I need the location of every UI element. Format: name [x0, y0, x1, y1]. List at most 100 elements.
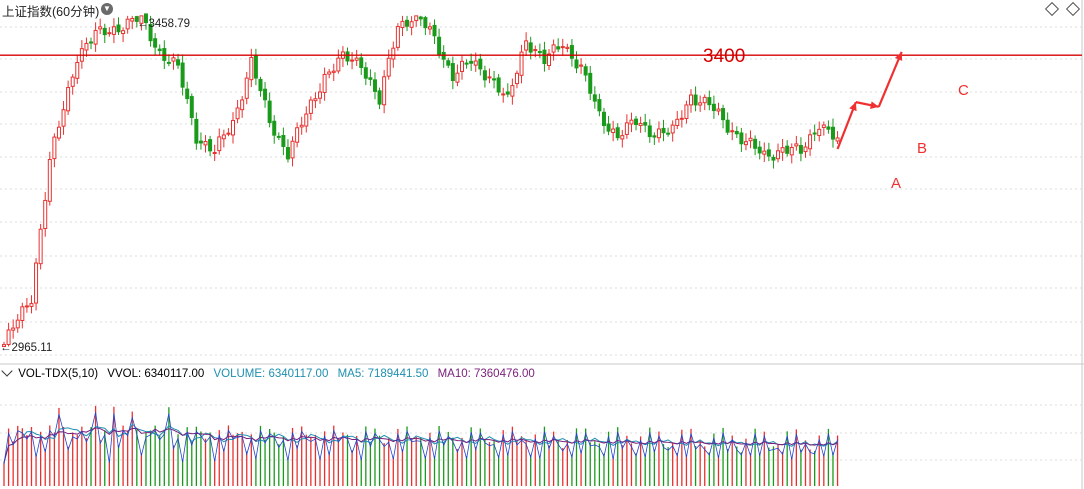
candle-body — [638, 122, 643, 126]
candle-body — [405, 19, 410, 27]
volume-menu-icon[interactable] — [1, 365, 13, 377]
candle-body — [139, 15, 144, 24]
candle-body — [537, 51, 542, 54]
candle-body — [400, 20, 405, 28]
candle-body — [372, 79, 377, 92]
candle-body — [446, 60, 451, 66]
candle-body — [61, 109, 66, 127]
candle-body — [817, 128, 822, 137]
candle-body — [75, 62, 80, 79]
low-label: ←2965.11 — [0, 342, 52, 354]
candle-body — [217, 136, 222, 152]
candle-body — [208, 139, 213, 152]
candle-body — [689, 94, 693, 106]
candle-body — [615, 127, 620, 139]
candle-body — [263, 88, 268, 101]
ma10-line — [3, 427, 838, 463]
vvol-value: VVOL: 6340117.00 — [107, 368, 205, 380]
candle-body — [634, 118, 639, 125]
candle-body — [166, 61, 171, 64]
candle-body — [432, 24, 437, 37]
candle-body — [414, 15, 419, 22]
high-label: ←3458.79 — [137, 18, 190, 30]
candle-body — [258, 79, 263, 92]
candle-body — [34, 262, 39, 304]
candle-body — [666, 132, 671, 135]
candle-body — [583, 66, 588, 76]
candle-body — [629, 119, 634, 125]
candle-body — [437, 36, 442, 55]
candle-body — [98, 26, 103, 30]
candle-body — [185, 88, 190, 100]
candle-body — [395, 26, 400, 48]
ma10-value: MA10: 7360476.00 — [437, 368, 535, 380]
candle-body — [327, 71, 332, 75]
candle-body — [748, 137, 753, 142]
candle-body — [684, 104, 689, 119]
candle-body — [661, 127, 666, 134]
candle-body — [221, 134, 226, 140]
candle-body — [121, 30, 126, 35]
candle-body — [698, 102, 703, 106]
candle-body — [776, 150, 781, 160]
wave-label-b: B — [917, 140, 927, 157]
candle-body — [620, 135, 625, 140]
wave-a-arrow-shaft — [836, 101, 857, 150]
candle-body — [643, 122, 648, 126]
candle-body — [130, 17, 135, 22]
candle-body — [826, 126, 831, 130]
candle-body — [492, 78, 497, 81]
candle-body — [350, 59, 355, 62]
candle-body — [2, 344, 6, 348]
candle-body — [757, 146, 762, 154]
candle-body — [29, 303, 34, 307]
candle-body — [336, 57, 341, 72]
candle-body — [281, 135, 286, 147]
candle-body — [487, 76, 492, 79]
candle-body — [107, 32, 112, 35]
chevron-down-icon[interactable]: ▼ — [101, 3, 113, 15]
candle-body — [6, 329, 11, 346]
candle-body — [70, 76, 75, 87]
candle-body — [482, 70, 487, 81]
chart-title: 上证指数(60分钟) — [2, 5, 100, 19]
candle-body — [194, 118, 199, 144]
candle-body — [171, 57, 176, 62]
candle-body — [505, 91, 510, 95]
candle-body — [551, 44, 556, 53]
candle-body — [707, 97, 712, 106]
candle-body — [693, 94, 698, 106]
candle-body — [496, 77, 501, 93]
candle-body — [38, 228, 43, 265]
candle-body — [143, 13, 148, 23]
candle-body — [377, 90, 382, 105]
candle-body — [244, 77, 249, 99]
candle-body — [574, 59, 579, 69]
candle-body — [647, 125, 652, 138]
wave-a-arrow-head — [849, 102, 857, 112]
wave-label-a: A — [891, 175, 901, 192]
candle-body — [386, 57, 391, 77]
candle-body — [547, 53, 552, 66]
candle-body — [725, 119, 730, 133]
candle-body — [322, 73, 327, 93]
candle-body — [418, 16, 423, 20]
candle-body — [656, 128, 661, 139]
candle-body — [542, 49, 547, 65]
candle-body — [180, 62, 185, 88]
candle-body — [766, 149, 771, 157]
ma5-value: MA5: 7189441.50 — [337, 368, 429, 380]
candle-body — [272, 120, 277, 136]
candle-body — [308, 99, 313, 114]
resistance-label: 3400 — [703, 46, 745, 67]
candle-body — [771, 156, 776, 161]
candle-body — [528, 42, 533, 53]
candle-body — [331, 70, 336, 73]
candle-body — [835, 137, 840, 142]
candle-body — [43, 199, 48, 229]
candle-body — [267, 100, 272, 124]
candle-body — [363, 67, 368, 79]
candle-body — [391, 47, 396, 60]
candle-body — [473, 60, 478, 66]
